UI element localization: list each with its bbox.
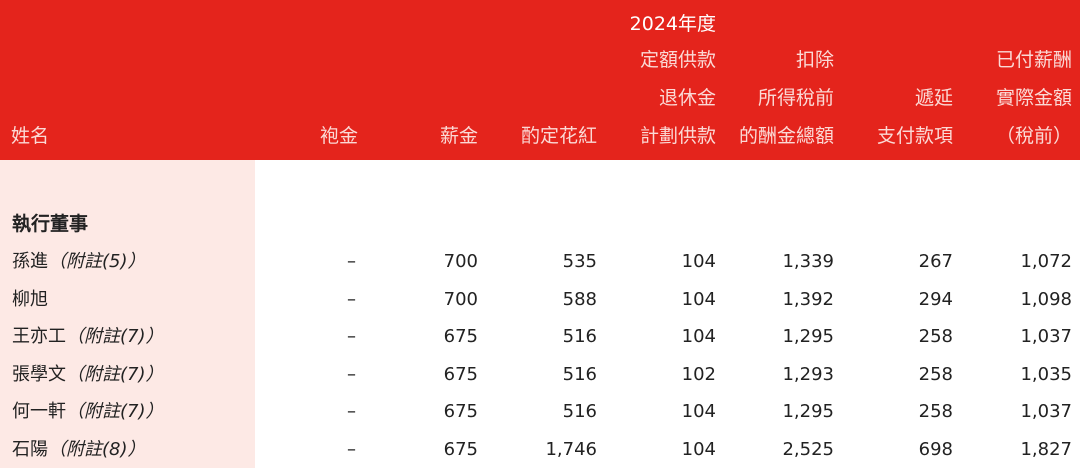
column-header-line: 實際金額 bbox=[995, 87, 1072, 109]
name-text: 張學文 bbox=[12, 363, 66, 385]
value-cell: 294 bbox=[918, 288, 953, 310]
director-name: 王亦工（附註(7)） bbox=[12, 318, 164, 355]
value-cell: 258 bbox=[918, 326, 953, 347]
column-header: 定額供款退休金計劃供款 bbox=[640, 41, 716, 155]
value-cell: 1,339 bbox=[782, 251, 834, 272]
value-cell: 675 bbox=[443, 326, 478, 347]
year-heading: 2024年度 bbox=[629, 13, 716, 35]
column-header-line: 薪金 bbox=[439, 125, 478, 147]
value-cell: 516 bbox=[562, 363, 597, 385]
table-row: 張學文（附註(7)） – 675 516 102 1,293 258 1,035 bbox=[0, 356, 1080, 393]
value-cell: 1,035 bbox=[1020, 363, 1072, 385]
value-cell: 698 bbox=[918, 438, 953, 460]
note-ref: （附註(5)） bbox=[48, 251, 146, 272]
value-cell: – bbox=[347, 251, 356, 272]
name-text: 石陽 bbox=[12, 438, 48, 460]
column-header-line: 袍金 bbox=[319, 125, 358, 147]
value-cell: 1,072 bbox=[1020, 251, 1072, 272]
table-row: 石陽（附註(8)） – 675 1,746 104 2,525 698 1,827 bbox=[0, 431, 1080, 468]
value-cell: 516 bbox=[562, 326, 597, 347]
column-header-line: 已付薪酬 bbox=[995, 49, 1072, 71]
column-header: 袍金 bbox=[320, 117, 358, 155]
value-cell: 1,295 bbox=[782, 401, 834, 422]
column-header-line: 遞延 bbox=[914, 87, 953, 109]
value-cell: 1,392 bbox=[782, 288, 834, 310]
value-cell: 675 bbox=[443, 438, 478, 460]
column-header-line: 退休金 bbox=[658, 87, 716, 109]
director-name: 何一軒（附註(7)） bbox=[12, 393, 164, 430]
name-text: 王亦工 bbox=[12, 326, 66, 347]
value-cell: 1,037 bbox=[1020, 401, 1072, 422]
note-ref: （附註(7)） bbox=[66, 401, 164, 422]
value-cell: 258 bbox=[918, 363, 953, 385]
column-header-line: 扣除 bbox=[795, 49, 834, 71]
value-cell: 104 bbox=[681, 251, 716, 272]
value-cell: – bbox=[347, 288, 356, 310]
table-row: 孫進（附註(5)） – 700 535 104 1,339 267 1,072 bbox=[0, 243, 1080, 280]
table-row: 王亦工（附註(7)） – 675 516 104 1,295 258 1,037 bbox=[0, 318, 1080, 355]
value-cell: 516 bbox=[562, 401, 597, 422]
column-header-line: 支付款項 bbox=[876, 125, 953, 147]
value-cell: 675 bbox=[443, 401, 478, 422]
column-header: 酌定花紅 bbox=[521, 117, 597, 155]
value-cell: 102 bbox=[681, 363, 716, 385]
column-header-line: 姓名 bbox=[11, 125, 50, 147]
column-header-line: 定額供款 bbox=[639, 49, 716, 71]
column-header: 扣除所得稅前的酬金總額 bbox=[739, 41, 834, 155]
column-header-line: 酌定花紅 bbox=[520, 125, 597, 147]
value-cell: 1,293 bbox=[782, 363, 834, 385]
table-header bbox=[0, 0, 1080, 160]
value-cell: – bbox=[347, 363, 356, 385]
table-row: 何一軒（附註(7)） – 675 516 104 1,295 258 1,037 bbox=[0, 393, 1080, 430]
column-header-line: 的酬金總額 bbox=[738, 125, 834, 147]
name-column-background bbox=[0, 160, 255, 468]
column-header-line: 所得稅前 bbox=[757, 87, 834, 109]
column-header: 遞延支付款項 bbox=[877, 79, 953, 155]
name-text: 柳旭 bbox=[12, 288, 48, 310]
value-cell: 267 bbox=[918, 251, 953, 272]
director-name: 柳旭 bbox=[12, 281, 48, 318]
value-cell: 1,295 bbox=[782, 326, 834, 347]
value-cell: 1,098 bbox=[1020, 288, 1072, 310]
value-cell: 588 bbox=[562, 288, 597, 310]
value-cell: 675 bbox=[443, 363, 478, 385]
value-cell: 700 bbox=[443, 288, 478, 310]
director-name: 石陽（附註(8)） bbox=[12, 431, 146, 468]
value-cell: 700 bbox=[443, 251, 478, 272]
value-cell: – bbox=[347, 438, 356, 460]
note-ref: （附註(8)） bbox=[48, 438, 146, 460]
note-ref: （附註(7)） bbox=[66, 363, 164, 385]
director-name: 張學文（附註(7)） bbox=[12, 356, 164, 393]
column-header: 薪金 bbox=[440, 117, 478, 155]
value-cell: 104 bbox=[681, 288, 716, 310]
director-name: 孫進（附註(5)） bbox=[12, 243, 146, 280]
column-header: 已付薪酬實際金額 （稅前） bbox=[996, 41, 1072, 155]
value-cell: 1,037 bbox=[1020, 326, 1072, 347]
value-cell: 258 bbox=[918, 401, 953, 422]
column-header-line: 計劃供款 bbox=[639, 125, 716, 147]
section-title-executive-directors: 執行董事 bbox=[12, 213, 89, 235]
column-header: 姓名 bbox=[11, 117, 49, 155]
value-cell: 104 bbox=[681, 401, 716, 422]
value-cell: 104 bbox=[681, 438, 716, 460]
column-header-line: （稅前） bbox=[995, 125, 1072, 147]
value-cell: 1,827 bbox=[1020, 438, 1072, 460]
note-ref: （附註(7)） bbox=[66, 326, 164, 347]
table-row: 柳旭 – 700 588 104 1,392 294 1,098 bbox=[0, 281, 1080, 318]
value-cell: – bbox=[347, 401, 356, 422]
value-cell: 104 bbox=[681, 326, 716, 347]
value-cell: – bbox=[347, 326, 356, 347]
value-cell: 2,525 bbox=[782, 438, 834, 460]
value-cell: 535 bbox=[562, 251, 597, 272]
value-cell: 1,746 bbox=[545, 438, 597, 460]
name-text: 孫進 bbox=[12, 251, 48, 272]
name-text: 何一軒 bbox=[12, 401, 66, 422]
